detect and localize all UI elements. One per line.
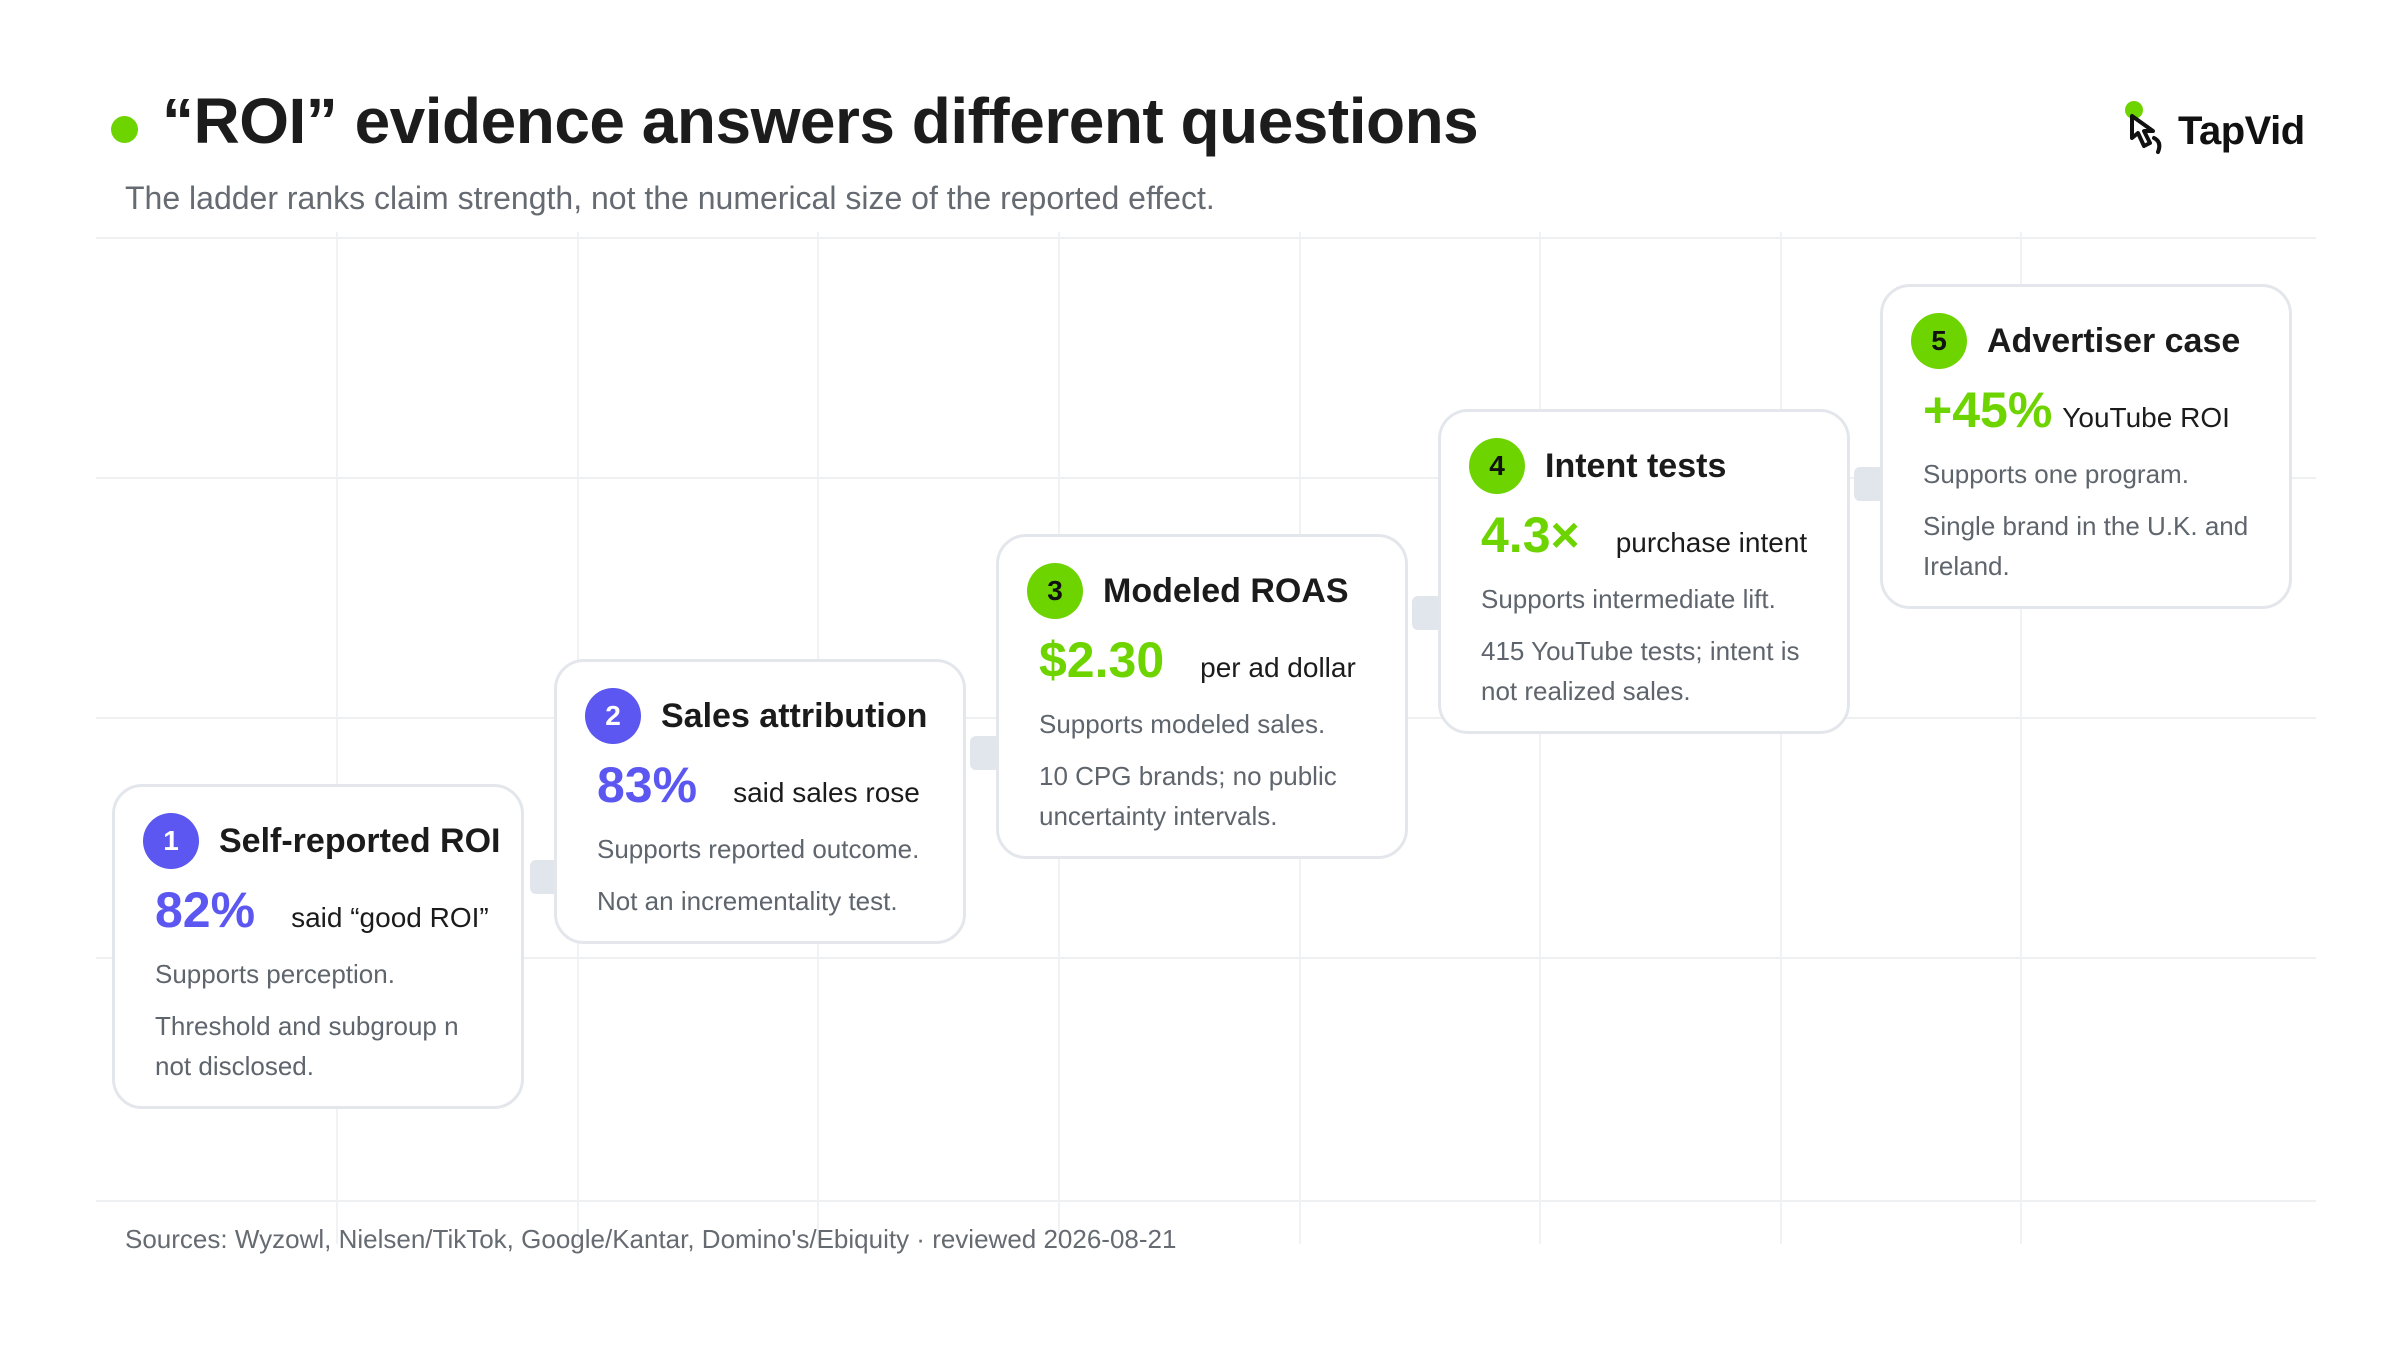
step-stat: $2.30 xyxy=(1039,632,1165,688)
step-note: Supports intermediate lift. xyxy=(1481,584,1776,614)
step-note: Supports perception. xyxy=(155,959,395,989)
step-stat-label: purchase intent xyxy=(1615,527,1808,558)
step-note: Supports reported outcome. xyxy=(597,834,920,864)
step-detail: Not an incrementality test. xyxy=(597,886,898,916)
ladder-step-5: 5 Advertiser case +45% YouTube ROI Suppo… xyxy=(1880,284,2292,609)
step-stat-label: per ad dollar xyxy=(1200,652,1356,683)
step-number-badge: 5 xyxy=(1911,313,1967,369)
step-number-badge: 1 xyxy=(143,813,199,869)
page-subtitle: The ladder ranks claim strength, not the… xyxy=(125,180,1215,216)
ladder-step-4: 4 Intent tests 4.3× purchase intent Supp… xyxy=(1438,409,1850,734)
step-title: Self-reported ROI xyxy=(219,821,501,860)
step-detail: Single brand in the U.K. and Ireland. xyxy=(1923,511,2249,581)
step-number-badge: 3 xyxy=(1027,563,1083,619)
step-title: Sales attribution xyxy=(661,696,928,735)
step-stat: 4.3× xyxy=(1481,507,1580,563)
step-note: Supports one program. xyxy=(1923,459,2189,489)
step-stat: 82% xyxy=(155,882,256,938)
title-dot xyxy=(111,116,138,143)
step-note: Supports modeled sales. xyxy=(1039,709,1326,739)
ladder-step-1: 1 Self-reported ROI 82% said “good ROI” … xyxy=(112,784,524,1109)
connector xyxy=(970,736,1000,770)
step-title: Intent tests xyxy=(1545,446,1727,485)
brand-logo: TapVid xyxy=(2118,100,2305,162)
step-number-badge: 4 xyxy=(1469,438,1525,494)
step-stat-label: said “good ROI” xyxy=(291,902,489,933)
ladder-step-3: 3 Modeled ROAS $2.30 per ad dollar Suppo… xyxy=(996,534,1408,859)
pointer-hand-icon xyxy=(2118,98,2178,165)
connector xyxy=(1412,596,1442,630)
step-stat-label: said sales rose xyxy=(733,777,920,808)
step-stat-label: YouTube ROI xyxy=(2062,402,2230,433)
ladder-step-2: 2 Sales attribution 83% said sales rose … xyxy=(554,659,966,944)
step-stat: 83% xyxy=(597,757,698,813)
step-detail: 10 CPG brands; no public uncertainty int… xyxy=(1039,761,1337,831)
step-stat: +45% xyxy=(1923,382,2053,438)
connector xyxy=(1854,467,1884,501)
logo-text: TapVid xyxy=(2178,108,2305,153)
step-title: Modeled ROAS xyxy=(1103,571,1349,610)
step-title: Advertiser case xyxy=(1987,321,2241,360)
step-number-badge: 2 xyxy=(585,688,641,744)
page-title: “ROI” evidence answers different questio… xyxy=(162,85,1479,157)
sources-footnote: Sources: Wyzowl, Nielsen/TikTok, Google/… xyxy=(125,1224,1177,1254)
step-detail: 415 YouTube tests; intent is not realize… xyxy=(1481,636,1800,706)
step-detail: Threshold and subgroup n not disclosed. xyxy=(155,1011,459,1081)
